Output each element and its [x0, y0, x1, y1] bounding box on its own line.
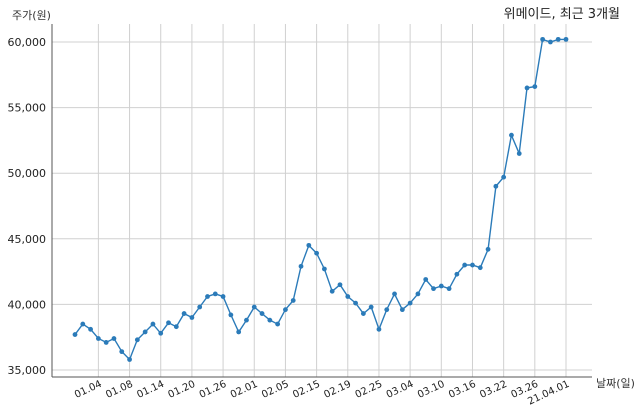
data-point — [158, 330, 164, 336]
data-point — [454, 271, 460, 277]
x-tick-label: 03.10 — [416, 379, 447, 401]
data-point — [470, 262, 475, 268]
data-point — [540, 36, 546, 42]
data-point — [392, 291, 397, 297]
data-point — [103, 340, 109, 345]
data-point — [524, 85, 530, 91]
data-point — [267, 317, 273, 323]
data-point — [314, 250, 320, 256]
grid — [52, 24, 592, 377]
data-point — [438, 283, 444, 289]
y-tick-labels: 35,000 40,000 45,000 50,000 55,000 60,000 — [8, 36, 47, 377]
data-point — [142, 329, 148, 335]
data-point — [477, 265, 483, 271]
data-point — [337, 282, 343, 288]
data-point — [197, 304, 203, 310]
data-point — [345, 294, 351, 299]
data-point — [493, 183, 499, 189]
data-point — [212, 291, 218, 297]
data-point — [80, 321, 86, 327]
y-tick-label: 50,000 — [8, 167, 47, 180]
data-point — [244, 317, 249, 323]
data-point — [384, 307, 390, 313]
data-point — [563, 36, 569, 42]
axes — [51, 24, 592, 378]
x-tick-label: 03.22 — [478, 379, 509, 401]
price-line — [74, 38, 566, 361]
data-point — [275, 321, 281, 327]
data-point — [127, 357, 132, 362]
x-tick-label: 03.04 — [385, 379, 416, 401]
x-tick-label: 02.01 — [229, 379, 260, 401]
data-point — [360, 311, 366, 316]
y-tick-label: 60,000 — [8, 36, 47, 49]
data-point — [189, 315, 195, 320]
data-point — [236, 329, 242, 335]
y-tick-label: 40,000 — [8, 298, 47, 311]
data-point — [462, 262, 468, 268]
data-point — [166, 320, 171, 326]
x-tick-label: 01.08 — [104, 379, 135, 401]
data-point — [259, 311, 265, 316]
data-point — [431, 286, 436, 292]
data-point — [88, 326, 93, 332]
x-axis-label: 날짜(일) — [596, 376, 635, 390]
data-point — [485, 246, 491, 252]
data-point — [329, 288, 335, 294]
x-tick-label: 01.20 — [167, 379, 198, 401]
data-point — [181, 311, 187, 316]
y-axis-label: 주가(원) — [12, 9, 51, 22]
x-tick-label: 01.26 — [198, 379, 229, 401]
data-point — [368, 304, 374, 310]
data-point — [407, 300, 413, 306]
x-tick-label: 02.15 — [291, 379, 322, 401]
x-tick-label: 03.16 — [447, 379, 478, 401]
data-point — [72, 332, 78, 337]
data-point — [555, 36, 561, 42]
data-point — [415, 291, 421, 297]
data-point — [501, 174, 507, 180]
data-point — [306, 242, 312, 248]
price-points — [72, 36, 569, 362]
data-point — [134, 337, 140, 343]
data-point — [173, 324, 179, 330]
y-tick-label: 55,000 — [8, 102, 47, 115]
data-point — [283, 307, 288, 313]
data-point — [548, 39, 553, 45]
x-tick-label: 02.05 — [260, 379, 291, 401]
x-tick-label: 01.04 — [73, 379, 104, 401]
data-point — [251, 304, 257, 310]
data-point — [150, 321, 156, 327]
data-point — [446, 286, 452, 292]
x-tick-labels: 01.04 01.08 01.14 01.20 01.26 02.01 02.05 02.15… — [73, 379, 571, 408]
data-point — [290, 298, 296, 303]
data-point — [516, 151, 522, 156]
data-point — [321, 266, 327, 272]
x-tick-label: 01.14 — [135, 379, 166, 401]
data-point — [220, 294, 226, 299]
data-point — [111, 336, 117, 341]
x-tick-label: 02.25 — [354, 379, 385, 401]
data-point — [228, 312, 234, 318]
data-point — [423, 277, 429, 282]
data-point — [205, 294, 210, 299]
data-point — [119, 349, 125, 355]
data-point — [376, 326, 382, 332]
data-point — [399, 307, 405, 313]
data-point — [532, 84, 538, 90]
y-tick-label: 35,000 — [8, 364, 47, 377]
chart-title: 위메이드, 최근 3개월 — [504, 7, 620, 22]
data-point — [298, 263, 304, 269]
y-tick-label: 45,000 — [8, 233, 47, 246]
data-point — [95, 336, 101, 341]
data-point — [353, 300, 358, 306]
x-tick-label: 02.19 — [322, 379, 353, 401]
data-point — [509, 132, 514, 138]
